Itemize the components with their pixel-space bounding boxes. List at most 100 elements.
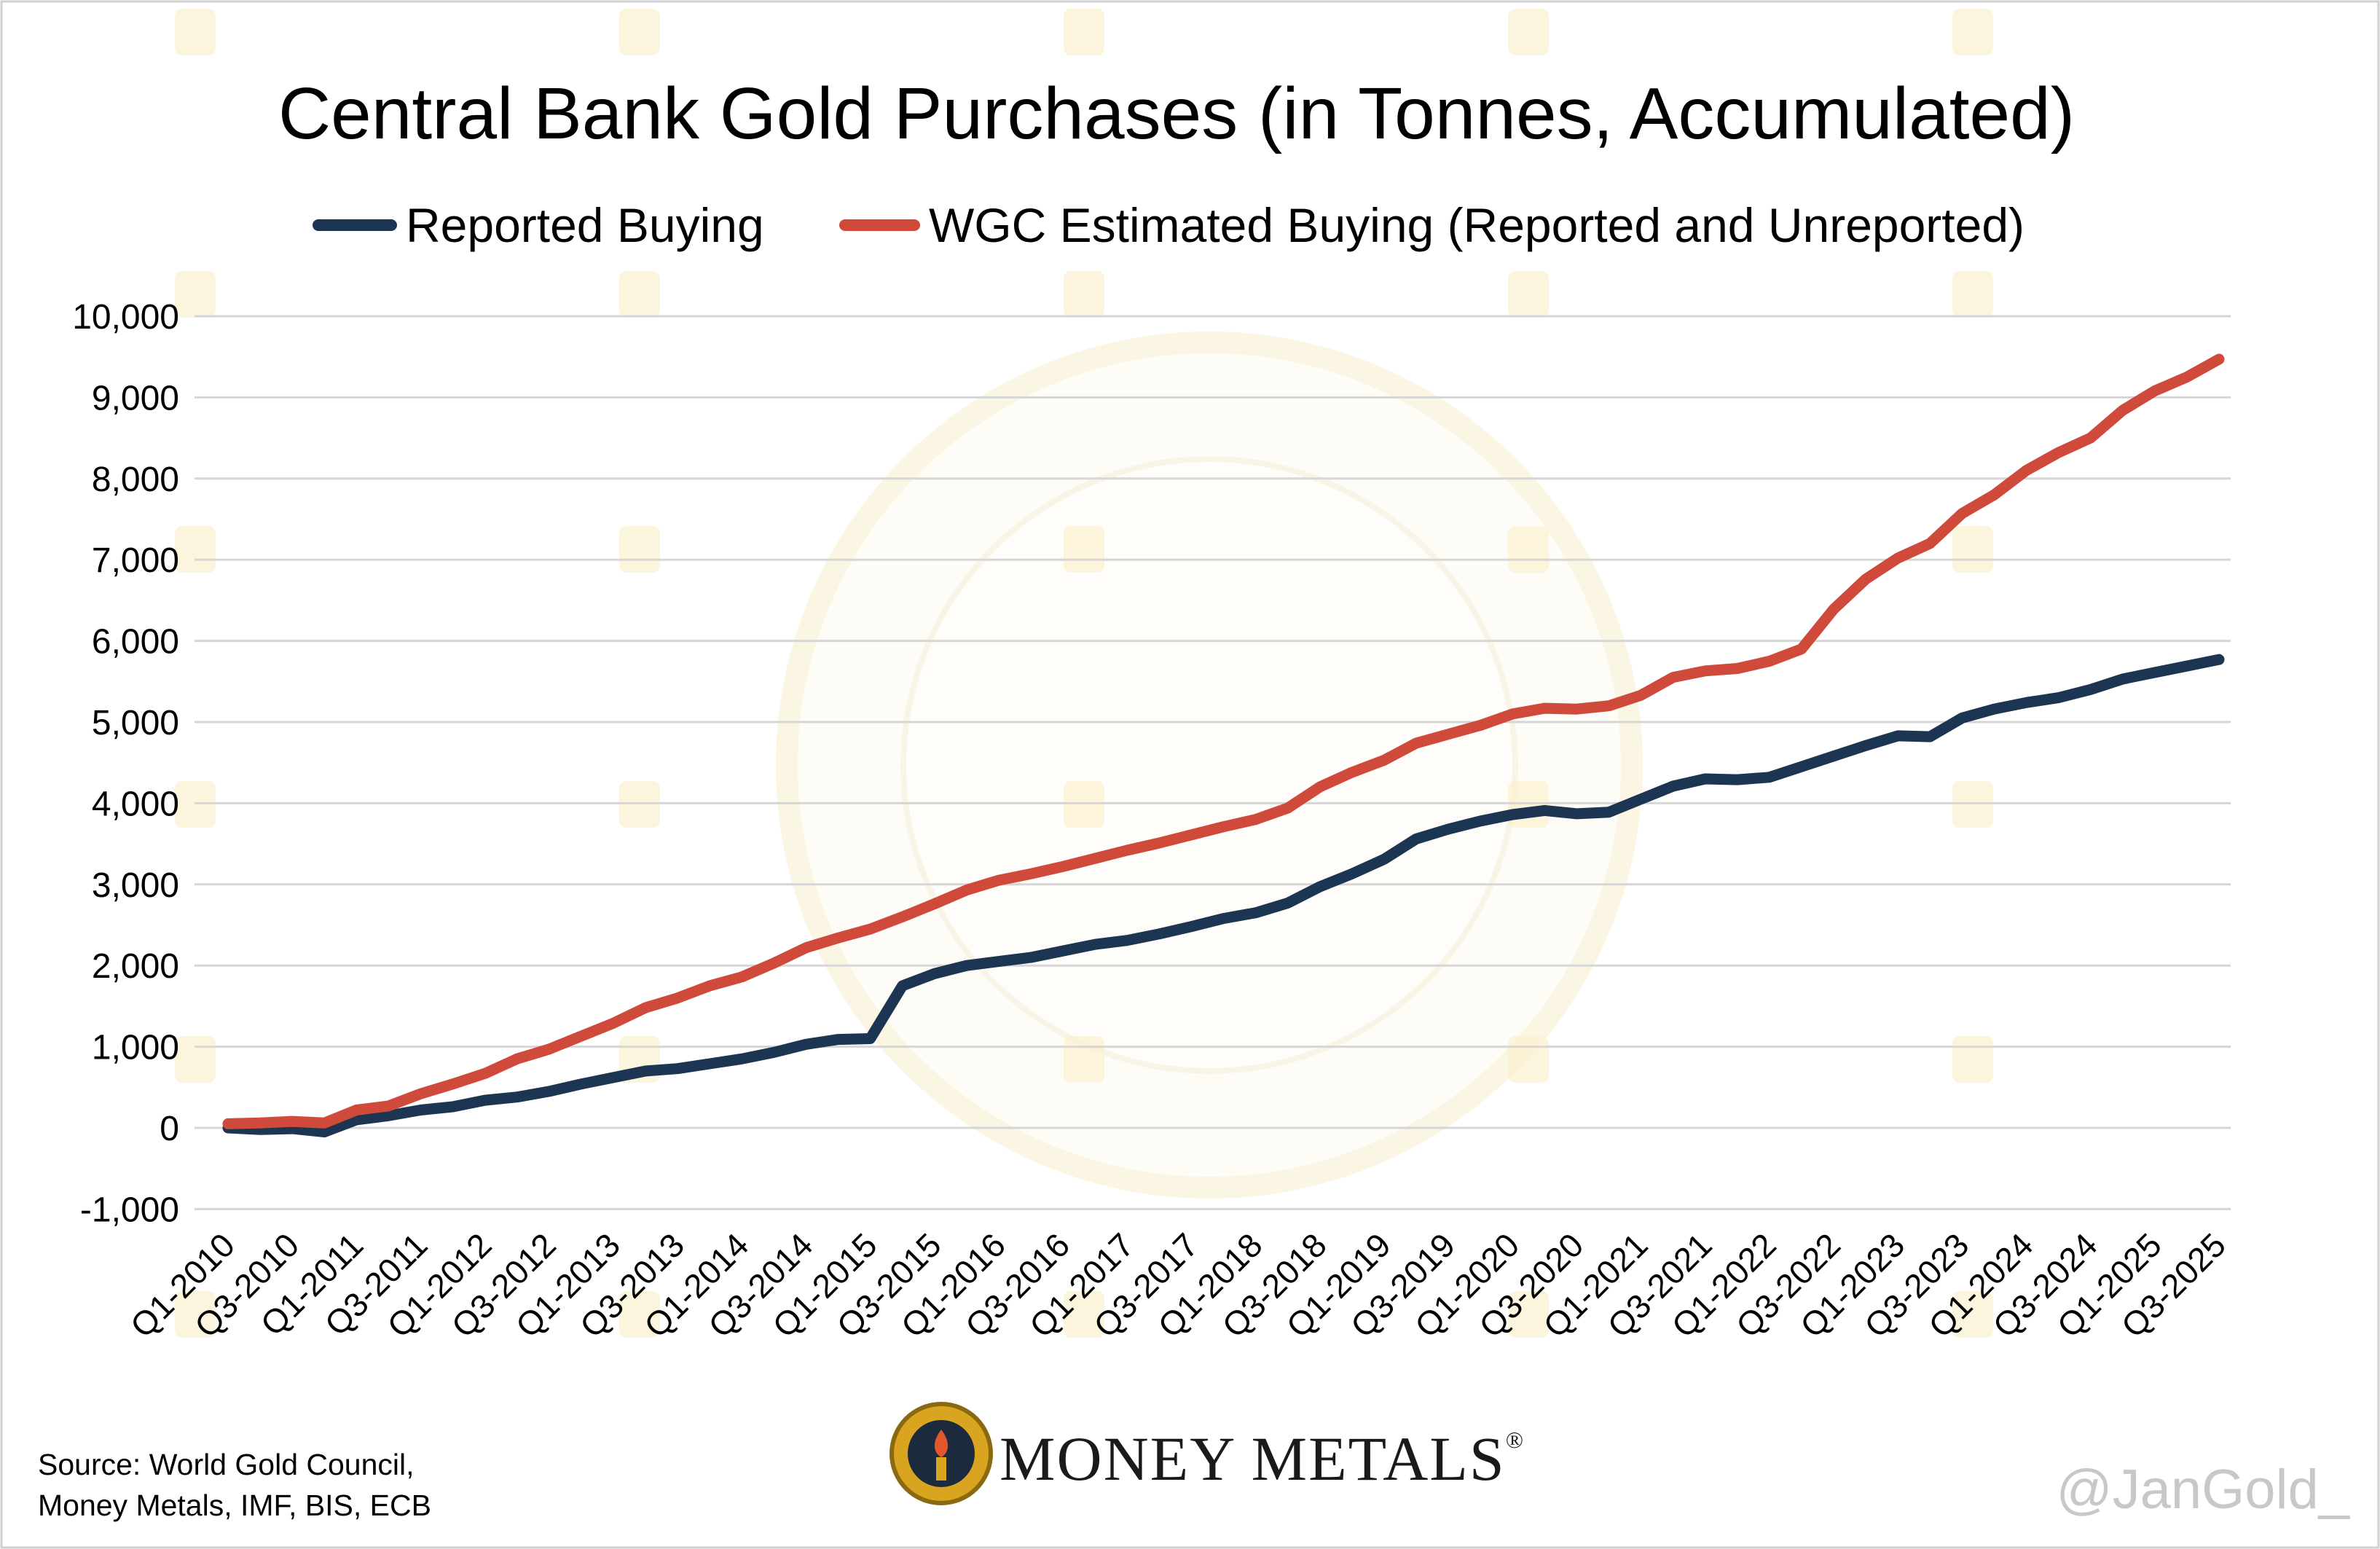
wikifx-logo-icon [1508,9,1549,55]
wikifx-logo-icon [1064,526,1104,573]
wikifx-logo-icon [175,1291,216,1338]
reported-data-point [2154,672,2156,673]
y-tick-label: 7,000 [92,541,179,580]
wgc-data-point [998,879,999,881]
reported-data-point [1255,912,1257,914]
reported-data-point [2186,665,2188,667]
reported-data-point [1801,766,1802,767]
reported-data-point [484,1099,486,1101]
wgc-data-point [1415,742,1417,744]
wgc-data-point [1512,713,1513,715]
reported-data-point [838,1039,839,1040]
reported-data-point [1512,814,1513,815]
reported-data-point [2218,659,2220,660]
reported-data-point [388,1115,389,1116]
wikifx-logo-icon [175,526,216,573]
wgc-data-point [2090,437,2092,439]
wgc-data-point [452,1083,454,1085]
wgc-data-point [1287,807,1289,809]
wgc-data-point [2058,452,2059,453]
wgc-data-point [1383,759,1385,761]
wgc-data-point [1190,834,1192,836]
wikifx-logo-icon [1508,526,1549,573]
wgc-data-point [1223,826,1224,828]
legend-label-reported: Reported Buying [406,198,764,252]
reported-data-point [1190,926,1192,928]
reported-data-point [1062,950,1064,952]
y-tick-label: 2,000 [92,947,179,986]
wikifx-logo-icon [619,526,660,573]
wgc-data-point [1255,819,1257,820]
reported-data-point [1094,944,1096,945]
wikifx-logo-icon [1064,1036,1104,1083]
wikifx-logo-icon [619,9,660,55]
wgc-data-point [1769,660,1770,662]
reported-data-point [259,1129,261,1130]
wikifx-logo-icon [619,271,660,318]
wikifx-logo-icon [1508,781,1549,828]
torch-handle-icon [936,1457,946,1481]
wgc-data-point [934,903,935,905]
wikifx-logo-icon [1508,271,1549,318]
wgc-data-point [1544,707,1545,709]
reported-data-point [966,965,967,966]
reported-data-point [1480,820,1481,822]
wgc-data-point [1480,724,1481,726]
y-tick-label: -1,000 [80,1191,179,1229]
reported-data-point [1544,809,1545,811]
wikifx-logo-icon [1952,526,1993,573]
wikifx-logo-icon [175,1036,216,1083]
wikifx-logo-icon [175,781,216,828]
gridlines [195,315,2231,1210]
y-tick-label: 1,000 [92,1029,179,1067]
money-metals-logo: Money Metals® [889,1402,1525,1505]
wikifx-logo-icon [1064,1291,1104,1338]
wikifx-logo-icon [1952,9,1993,55]
wgc-data-point [1929,543,1931,544]
wgc-data-point [2026,470,2027,471]
reported-data-point [934,973,935,974]
reported-data-point [1030,957,1032,958]
reported-data-point [2026,702,2027,703]
wgc-data-point [870,928,871,930]
wgc-data-point [1158,842,1160,844]
legend-label-wgc: WGC Estimated Buying (Reported and Unrep… [929,198,2024,252]
wgc-data-point [1961,513,1963,514]
wikifx-logo-icon [1952,1036,1993,1083]
reported-data-point [1383,858,1385,860]
y-tick-label: 6,000 [92,623,179,662]
wikifx-logo-icon [1064,9,1104,55]
wgc-data-point [1126,850,1128,851]
wgc-data-point [1094,858,1096,859]
wikifx-logo-icon [1064,271,1104,318]
source-note: Source: World Gold Council, Money Metals… [38,1448,431,1522]
wikifx-logo-icon [1952,271,1993,318]
brand-name: Money Metals® [999,1424,1525,1494]
wikifx-logo-icon [1952,781,1993,828]
reported-data-point [902,985,903,987]
wikifx-logo-icon [1952,1291,1993,1338]
reported-data-point [356,1119,357,1121]
wikifx-logo-icon [619,1291,660,1338]
brand-name-text: Money Metals [999,1424,1506,1494]
wikifx-logo-icon [1508,1036,1549,1083]
torch-flame-icon [934,1430,949,1457]
wikifx-logo-icon [1064,781,1104,828]
reported-data-point [1993,708,1995,710]
reported-data-point [1126,940,1128,941]
y-tick-label: 9,000 [92,379,179,417]
wgc-data-point [1801,648,1802,650]
reported-data-point [998,961,999,962]
wgc-data-point [1351,772,1353,773]
chart-title: Central Bank Gold Purchases (in Tonnes, … [278,73,2075,154]
wgc-data-point [2218,358,2220,360]
reported-data-point [645,1070,646,1072]
wgc-data-point [484,1072,486,1074]
wikifx-logo-icon [175,9,216,55]
wikifx-logo-icon [175,271,216,318]
legend-item-reported: Reported Buying [313,198,764,252]
y-tick-label: 10,000 [72,298,179,337]
reported-data-point [1448,828,1449,830]
y-tick-label: 0 [160,1110,179,1148]
